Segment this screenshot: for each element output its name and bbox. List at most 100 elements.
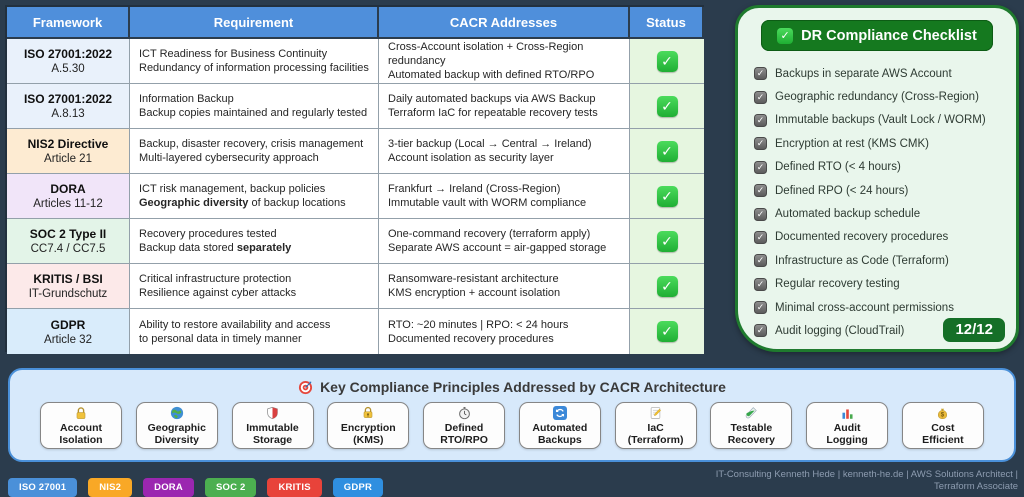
- status-check-icon: ✓: [656, 95, 678, 117]
- text-segment: 3-tier backup (Local → Central → Ireland…: [388, 138, 592, 150]
- framework-name: GDPR: [50, 317, 86, 332]
- text-segment: Backup, disaster recovery, crisis manage…: [139, 138, 364, 150]
- cell-line: Backup data stored separately: [139, 241, 372, 255]
- cell-line: Backup, disaster recovery, crisis manage…: [139, 137, 372, 151]
- principle-card: Encryption (KMS): [327, 402, 410, 449]
- principle-card-label: Automated: [532, 421, 588, 434]
- cell-line: Ability to restore availability and acce…: [139, 318, 372, 332]
- checkbox-icon[interactable]: ✓: [754, 184, 767, 198]
- cell-line: Documented recovery procedures: [388, 332, 623, 346]
- checkbox-icon[interactable]: ✓: [754, 67, 767, 81]
- framework-name: NIS2 Directive: [27, 137, 109, 151]
- key-principles-header: Key Compliance Principles Addressed by C…: [10, 379, 1014, 395]
- checklist-item: ✓ Defined RPO (< 24 hours): [754, 179, 1016, 202]
- checkbox-icon[interactable]: ✓: [754, 113, 767, 127]
- checklist-item-label: Geographic redundancy (Cross-Region): [775, 91, 979, 104]
- text-segment: RTO: ~20 minutes | RPO: < 24 hours: [388, 318, 569, 331]
- framework-name: DORA: [50, 182, 86, 196]
- text-segment: Automated backup with defined RTO/RPO: [388, 69, 595, 81]
- test-tube-icon: [744, 406, 758, 421]
- cell-line: One-command recovery (terraform apply): [388, 227, 623, 241]
- text-segment: Cross-Account isolation + Cross-Region r…: [388, 41, 584, 67]
- framework-badge: KRITIS: [267, 478, 322, 497]
- framework-cell: DORA Articles 11-12: [7, 174, 130, 219]
- text-segment: Geographic diversity: [139, 197, 249, 209]
- checklist-item-label: Documented recovery procedures: [775, 231, 949, 244]
- requirement-cell: Information Backup Backup copies maintain…: [130, 84, 379, 129]
- cacr-cell: RTO: ~20 minutes | RPO: < 24 hours Docume…: [379, 309, 630, 354]
- status-check-icon: ✓: [656, 50, 678, 72]
- text-segment: Ransomware-resistant architecture: [388, 273, 559, 285]
- checkbox-icon[interactable]: ✓: [754, 301, 767, 315]
- money-bag-icon: $: [936, 406, 949, 421]
- principle-card-label: RTO/RPO: [440, 433, 488, 446]
- dr-checklist-header: ✓ DR Compliance Checklist: [761, 20, 993, 51]
- principle-card-label: Cost: [931, 421, 955, 434]
- cell-line: Multi-layered cybersecurity approach: [139, 151, 372, 165]
- cacr-cell: Ransomware-resistant architecture KMS enc…: [379, 264, 630, 309]
- cell-line: Separate AWS account = air-gapped storag…: [388, 241, 623, 255]
- status-check-icon: ✓: [656, 140, 678, 162]
- framework-cell: KRITIS / BSI IT-Grundschutz: [7, 264, 130, 309]
- text-segment: separately: [236, 242, 292, 254]
- svg-text:$: $: [941, 411, 945, 418]
- principle-card: Automated Backups: [518, 402, 601, 449]
- framework-cell: SOC 2 Type II CC7.4 / CC7.5: [7, 219, 130, 264]
- checkbox-icon[interactable]: ✓: [754, 207, 767, 221]
- col-header-requirement: Requirement: [130, 7, 379, 39]
- cell-line: Immutable vault with WORM compliance: [388, 196, 623, 210]
- principle-card-label: IaC: [647, 421, 664, 434]
- bar-chart-icon: [841, 406, 854, 421]
- principle-card-label: Recovery: [727, 433, 775, 446]
- compliance-table: Framework Requirement CACR Addresses Sta…: [5, 5, 704, 354]
- text-segment: Information Backup: [139, 93, 234, 105]
- framework-cell: ISO 27001:2022 A.5.30: [7, 39, 130, 84]
- checkbox-icon[interactable]: ✓: [754, 324, 767, 338]
- checkbox-icon[interactable]: ✓: [754, 277, 767, 291]
- text-segment: Terraform IaC for repeatable recovery te…: [388, 107, 598, 119]
- cell-line: Account isolation as security layer: [388, 151, 623, 165]
- sync-icon: [552, 406, 567, 421]
- requirement-cell: Critical infrastructure protection Resili…: [130, 264, 379, 309]
- text-segment: Multi-layered cybersecurity approach: [139, 152, 319, 164]
- requirement-cell: ICT Readiness for Business Continuity Red…: [130, 39, 379, 84]
- cell-line: ICT risk management, backup policies: [139, 182, 372, 196]
- text-segment: Redundancy of information processing fac…: [139, 62, 369, 74]
- checkbox-icon[interactable]: ✓: [754, 160, 767, 174]
- checkbox-icon[interactable]: ✓: [754, 254, 767, 268]
- dr-checklist-panel: ✓ DR Compliance Checklist ✓ Backups in se…: [735, 5, 1019, 352]
- checkbox-icon[interactable]: ✓: [754, 90, 767, 104]
- cacr-cell: Frankfurt → Ireland (Cross-Region) Immuta…: [379, 174, 630, 219]
- checklist-item-label: Regular recovery testing: [775, 278, 900, 291]
- cell-line: RTO: ~20 minutes | RPO: < 24 hours: [388, 318, 623, 332]
- principle-card-label: Defined: [444, 421, 484, 434]
- checklist-item-label: Encryption at rest (KMS CMK): [775, 137, 930, 150]
- checkbox-icon[interactable]: ✓: [754, 137, 767, 151]
- checklist-item-label: Minimal cross-account permissions: [775, 301, 954, 314]
- checklist-item: ✓ Infrastructure as Code (Terraform): [754, 249, 1016, 272]
- principle-card-label: (KMS): [353, 433, 384, 446]
- cell-line: 3-tier backup (Local → Central → Ireland…: [388, 137, 623, 151]
- framework-cell: NIS2 Directive Article 21: [7, 129, 130, 174]
- principle-card: IaC (Terraform): [614, 402, 697, 449]
- framework-badge: SOC 2: [204, 478, 257, 497]
- cell-line: Backup copies maintained and regularly t…: [139, 106, 372, 120]
- framework-article: A.8.13: [51, 108, 85, 120]
- check-icon: ✓: [777, 27, 794, 44]
- principle-card: Defined RTO/RPO: [423, 402, 506, 449]
- requirement-cell: Backup, disaster recovery, crisis manage…: [130, 129, 379, 174]
- checkbox-icon[interactable]: ✓: [754, 230, 767, 244]
- status-cell: ✓: [630, 174, 704, 219]
- framework-badge: GDPR: [332, 478, 384, 497]
- status-cell: ✓: [630, 219, 704, 264]
- text-segment: Account isolation as security layer: [388, 152, 554, 164]
- shield-icon: [266, 406, 279, 421]
- principle-card-label: Testable: [730, 421, 773, 434]
- checklist-item-label: Infrastructure as Code (Terraform): [775, 254, 949, 267]
- framework-article: Article 21: [44, 153, 92, 165]
- cell-line: Resilience against cyber attacks: [139, 286, 372, 300]
- framework-name: ISO 27001:2022: [23, 47, 113, 61]
- framework-badge: NIS2: [88, 478, 133, 497]
- principle-card-label: Account: [60, 421, 102, 434]
- requirement-cell: ICT risk management, backup policies Geog…: [130, 174, 379, 219]
